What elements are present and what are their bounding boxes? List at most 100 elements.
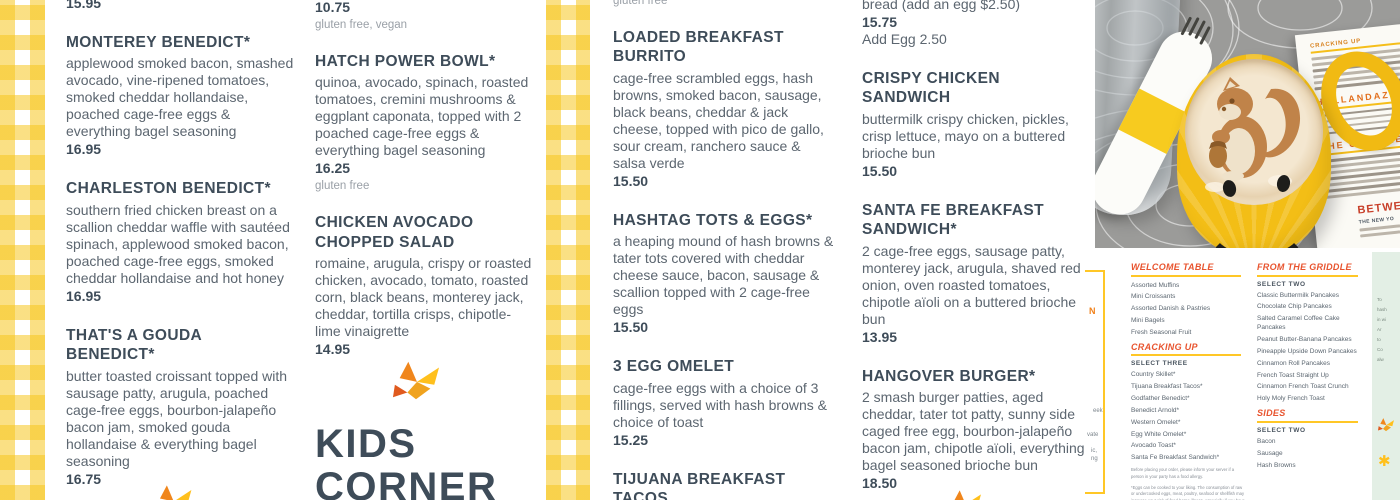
item-name: LOADED BREAKFAST BURRITO <box>613 29 784 66</box>
smiley-mug <box>1177 54 1331 248</box>
card-select-label: SELECT TWO <box>1257 280 1306 288</box>
printed-menu-card-photo: N eek vate ic, ng WELCOME TABLE Assorted… <box>1085 252 1400 500</box>
item-price: 15.75 <box>862 14 898 30</box>
yellow-rule <box>1257 274 1359 277</box>
item-price: 18.50 <box>862 474 898 491</box>
kids-corner-line1: KIDS <box>315 422 417 466</box>
menu-item: HATCH POWER BOWL* quinoa, avocado, spina… <box>315 52 533 192</box>
menu-column-benedicts: 15.95 MONTEREY BENEDICT* applewood smoke… <box>66 0 294 500</box>
cut-text-fragment: vate <box>1087 432 1099 438</box>
cut-text-fragment: N <box>1089 306 1096 316</box>
item-description: cage-free eggs with a choice of 3 fillin… <box>613 379 827 430</box>
item-description: applewood smoked bacon, smashed avocado,… <box>66 55 294 140</box>
card-heading-from-the-griddle: FROM THE GRIDDLE <box>1257 262 1352 272</box>
cut-text-fragment: in wi <box>1377 317 1387 322</box>
card-menu-item: Western Omelet* <box>1131 418 1181 426</box>
menu-column-bowls-salads: 10.75 gluten free, vegan HATCH POWER BOW… <box>315 0 533 500</box>
item-price: 14.95 <box>315 341 351 358</box>
yellow-frame-partial <box>1085 270 1105 494</box>
item-description: 2 smash burger patties, aged cheddar, ta… <box>862 388 1085 473</box>
item-price: 15.25 <box>613 431 649 448</box>
bird-logo <box>392 361 440 400</box>
item-description: quinoa, avocado, spinach, roasted tomato… <box>315 74 529 159</box>
menu-item: TIJUANA BREAKFAST TACOS 3 tortillas topp… <box>613 470 837 500</box>
item-name: CHARLESTON BENEDICT* <box>66 180 271 198</box>
cut-text-fragment: hash <box>1377 307 1387 312</box>
menu-item: THAT'S A GOUDA BENEDICT* butter toasted … <box>66 326 294 488</box>
card-menu-item: Holy Moly French Toast <box>1257 395 1325 403</box>
menu-item: HASHTAG TOTS & EGGS* a heaping mound of … <box>613 211 837 336</box>
cut-text-fragment: Ar <box>1377 327 1382 332</box>
item-price: 16.75 <box>66 470 102 487</box>
item-description: butter toasted croissant topped with sau… <box>66 367 288 469</box>
gingham-strip-left <box>0 0 45 500</box>
card-heading-sides: SIDES <box>1257 408 1286 419</box>
menu-item: MONTEREY BENEDICT* applewood smoked baco… <box>66 33 294 158</box>
gingham-strip-middle <box>546 0 590 500</box>
item-diet-note: gluten free, vegan <box>315 19 408 31</box>
egg-fineprint: *Eggs can be cooked to your liking. The … <box>1131 484 1245 500</box>
item-price: 16.95 <box>66 141 102 158</box>
item-name: CHICKEN AVOCADO CHOPPED SALAD <box>315 214 474 251</box>
cut-text-fragment: to <box>1377 337 1381 342</box>
item-price: 10.75 <box>315 0 351 15</box>
card-menu-item: Mini Croissants <box>1131 293 1176 301</box>
allergy-fineprint: Before placing your order, please inform… <box>1131 467 1235 479</box>
card-menu-item: Santa Fe Breakfast Sandwich* <box>1131 454 1220 462</box>
cut-text-fragment: alw <box>1377 357 1384 362</box>
item-name: HANGOVER BURGER* <box>862 367 1036 385</box>
card-menu-item: Bacon <box>1257 437 1276 445</box>
card-menu-item: Hash Browns <box>1257 461 1296 469</box>
item-name: TIJUANA BREAKFAST TACOS <box>613 470 786 500</box>
card-menu-item: Godfather Benedict* <box>1131 395 1190 403</box>
cut-text-fragment: Co <box>1377 347 1383 352</box>
card-item-list: Classic Buttermilk Pancakes Chocolate Chi… <box>1257 291 1367 404</box>
menu-item: 10.75 gluten free, vegan <box>315 0 533 31</box>
kids-corner-line2: CORNER <box>315 465 498 500</box>
menu-item: 15.95 <box>66 0 294 12</box>
menu-column-sandwiches: bread (add an egg $2.50) 15.75 Add Egg 2… <box>862 0 1086 500</box>
card-menu-item: Cinnamon French Toast Crunch <box>1257 383 1349 391</box>
menu-item: gluten free <box>613 0 837 7</box>
menu-item: LOADED BREAKFAST BURRITO cage-free scram… <box>613 28 837 190</box>
menu-item: 3 EGG OMELET cage-free eggs with a choic… <box>613 357 837 448</box>
item-price: 15.50 <box>862 162 898 179</box>
yellow-rule <box>1131 274 1242 277</box>
card-item-list: Assorted Muffins Mini Croissants Assorted … <box>1131 281 1251 337</box>
card-menu-item: Country Skillet* <box>1131 371 1176 379</box>
item-price: 16.25 <box>315 160 351 177</box>
card-column-left: WELCOME TABLE Assorted Muffins Mini Crois… <box>1131 262 1251 500</box>
card-menu-item: Salted Caramel Coffee Cake Pancakes <box>1257 315 1340 332</box>
item-price: 15.95 <box>66 0 102 11</box>
card-menu-item: Avocado Toast* <box>1131 442 1176 450</box>
menu-item-list: gluten free LOADED BREAKFAST BURRITO cag… <box>613 0 837 500</box>
item-name: HATCH POWER BOWL* <box>315 53 496 70</box>
cut-text-fragment: To <box>1377 297 1382 302</box>
menu-item-list: 10.75 gluten free, vegan HATCH POWER BOW… <box>315 0 533 358</box>
menu-item: CHARLESTON BENEDICT* southern fried chic… <box>66 179 294 304</box>
item-price: 15.50 <box>613 172 649 189</box>
item-description: 2 cage-free eggs, sausage patty, montere… <box>862 242 1081 327</box>
card-item-list: Country Skillet* Tijuana Breakfast Tacos*… <box>1131 370 1251 462</box>
card-column-right: FROM THE GRIDDLE SELECT TWO Classic Butt… <box>1257 262 1367 472</box>
card-menu-item: French Toast Straight Up <box>1257 371 1329 379</box>
item-name: 3 EGG OMELET <box>613 358 735 376</box>
item-name: CRISPY CHICKEN SANDWICH <box>862 70 1000 107</box>
card-menu-item: Mini Bagels <box>1131 316 1165 324</box>
card-item-list: Bacon Sausage Hash Browns <box>1257 437 1367 470</box>
card-menu-item: Peanut Butter-Banana Pancakes <box>1257 336 1352 344</box>
card-heading-welcome-table: WELCOME TABLE <box>1131 262 1214 272</box>
item-price: 15.50 <box>613 319 649 336</box>
item-name: MONTEREY BENEDICT* <box>66 34 251 51</box>
item-price: 16.95 <box>66 287 102 304</box>
item-description: a heaping mound of hash browns & tater t… <box>613 233 834 318</box>
cut-text-fragment: ic, <box>1091 448 1097 454</box>
item-description: romaine, arugula, crispy or roasted chic… <box>315 255 532 340</box>
card-menu-item: Classic Buttermilk Pancakes <box>1257 291 1339 299</box>
item-name: THAT'S A GOUDA BENEDICT* <box>66 326 202 364</box>
bird-logo-partial <box>954 490 981 500</box>
item-description: cage-free scrambled eggs, hash browns, s… <box>613 69 824 171</box>
card-menu-item: Assorted Danish & Pastries <box>1131 305 1211 313</box>
cut-text-fragment: ng <box>1091 456 1098 462</box>
menu-item: CRISPY CHICKEN SANDWICH buttermilk crisp… <box>862 69 1086 180</box>
